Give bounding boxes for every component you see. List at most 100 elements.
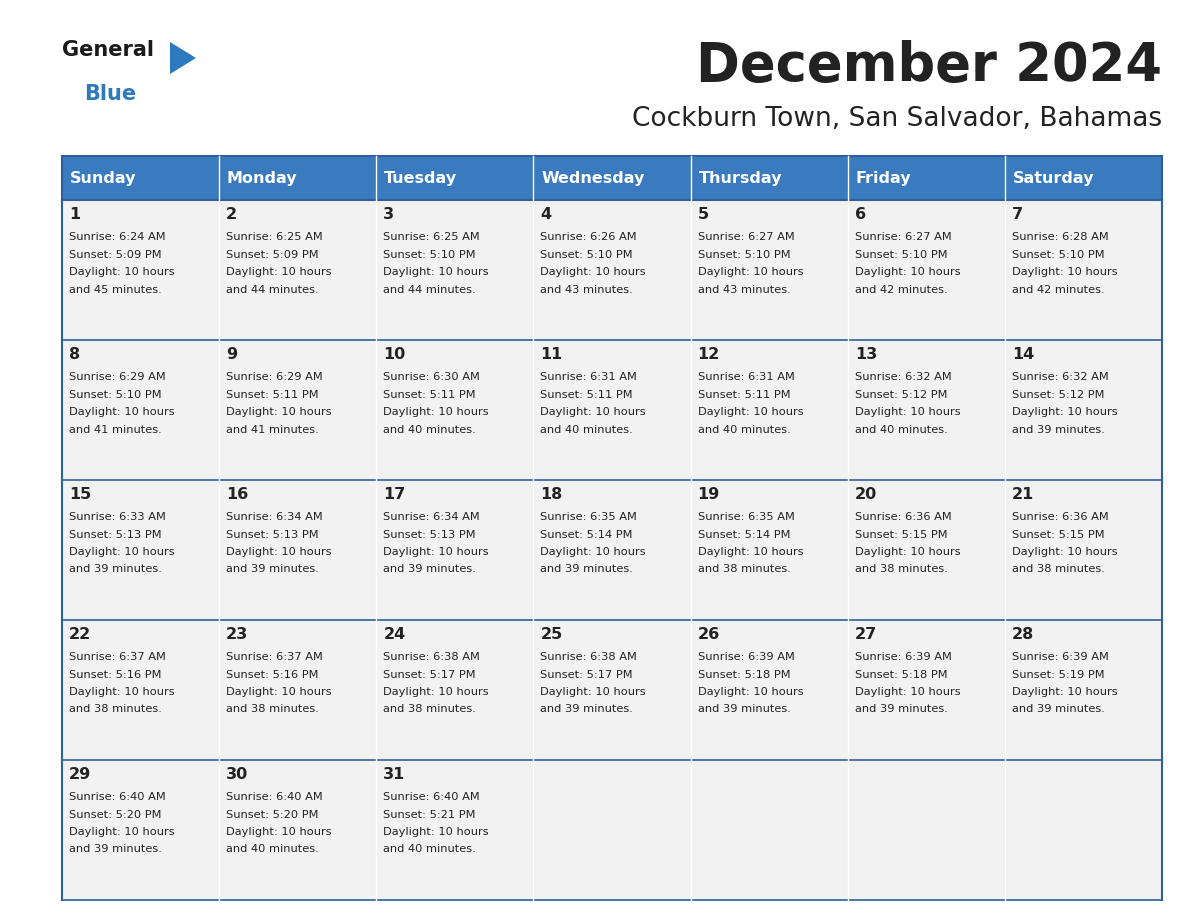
Text: Daylight: 10 hours: Daylight: 10 hours bbox=[1012, 547, 1118, 557]
Bar bbox=[62, 156, 219, 200]
Text: Wednesday: Wednesday bbox=[542, 171, 645, 185]
Text: Sunset: 5:14 PM: Sunset: 5:14 PM bbox=[697, 530, 790, 540]
Text: Sunset: 5:10 PM: Sunset: 5:10 PM bbox=[697, 250, 790, 260]
Text: and 41 minutes.: and 41 minutes. bbox=[226, 424, 318, 434]
Text: 29: 29 bbox=[69, 767, 91, 782]
Text: Saturday: Saturday bbox=[1012, 171, 1094, 185]
Text: Blue: Blue bbox=[84, 84, 137, 104]
Text: Sunrise: 6:35 AM: Sunrise: 6:35 AM bbox=[541, 512, 638, 522]
Text: and 39 minutes.: and 39 minutes. bbox=[541, 704, 633, 714]
Text: 16: 16 bbox=[226, 487, 248, 502]
Text: Daylight: 10 hours: Daylight: 10 hours bbox=[697, 687, 803, 697]
Text: Sunset: 5:12 PM: Sunset: 5:12 PM bbox=[855, 389, 947, 399]
Text: Sunset: 5:11 PM: Sunset: 5:11 PM bbox=[697, 389, 790, 399]
Text: Sunset: 5:12 PM: Sunset: 5:12 PM bbox=[1012, 389, 1105, 399]
Text: and 44 minutes.: and 44 minutes. bbox=[384, 285, 476, 295]
Text: 4: 4 bbox=[541, 207, 551, 222]
Bar bbox=[1005, 480, 1162, 620]
Text: General: General bbox=[62, 40, 154, 60]
Text: 15: 15 bbox=[69, 487, 91, 502]
Text: 28: 28 bbox=[1012, 627, 1035, 642]
Text: Friday: Friday bbox=[855, 171, 911, 185]
Text: 2: 2 bbox=[226, 207, 238, 222]
Text: Sunday: Sunday bbox=[70, 171, 137, 185]
Text: and 40 minutes.: and 40 minutes. bbox=[855, 424, 948, 434]
Text: 18: 18 bbox=[541, 487, 563, 502]
Text: Sunrise: 6:30 AM: Sunrise: 6:30 AM bbox=[384, 372, 480, 382]
Text: Sunset: 5:13 PM: Sunset: 5:13 PM bbox=[384, 530, 476, 540]
Text: Sunrise: 6:38 AM: Sunrise: 6:38 AM bbox=[384, 652, 480, 662]
Text: Daylight: 10 hours: Daylight: 10 hours bbox=[69, 267, 175, 277]
Text: 30: 30 bbox=[226, 767, 248, 782]
Text: Sunrise: 6:39 AM: Sunrise: 6:39 AM bbox=[855, 652, 952, 662]
Text: Daylight: 10 hours: Daylight: 10 hours bbox=[1012, 407, 1118, 417]
Text: Sunrise: 6:34 AM: Sunrise: 6:34 AM bbox=[384, 512, 480, 522]
Text: Daylight: 10 hours: Daylight: 10 hours bbox=[1012, 267, 1118, 277]
Bar bbox=[690, 620, 848, 760]
Text: 21: 21 bbox=[1012, 487, 1035, 502]
Bar bbox=[377, 156, 533, 200]
Text: 19: 19 bbox=[697, 487, 720, 502]
Text: Daylight: 10 hours: Daylight: 10 hours bbox=[226, 827, 331, 837]
Text: Sunrise: 6:25 AM: Sunrise: 6:25 AM bbox=[226, 232, 323, 242]
Text: and 39 minutes.: and 39 minutes. bbox=[226, 565, 320, 575]
Bar bbox=[848, 200, 1005, 340]
Text: Sunset: 5:10 PM: Sunset: 5:10 PM bbox=[384, 250, 476, 260]
Text: Sunrise: 6:38 AM: Sunrise: 6:38 AM bbox=[541, 652, 638, 662]
Bar bbox=[690, 156, 848, 200]
Text: Sunset: 5:18 PM: Sunset: 5:18 PM bbox=[855, 669, 947, 679]
Text: Sunset: 5:21 PM: Sunset: 5:21 PM bbox=[384, 810, 476, 820]
Text: and 43 minutes.: and 43 minutes. bbox=[697, 285, 790, 295]
Bar bbox=[848, 156, 1005, 200]
Text: Sunrise: 6:39 AM: Sunrise: 6:39 AM bbox=[1012, 652, 1108, 662]
Text: Daylight: 10 hours: Daylight: 10 hours bbox=[541, 547, 646, 557]
Text: and 38 minutes.: and 38 minutes. bbox=[226, 704, 320, 714]
Text: Sunrise: 6:37 AM: Sunrise: 6:37 AM bbox=[69, 652, 166, 662]
Text: Monday: Monday bbox=[227, 171, 298, 185]
Bar bbox=[62, 760, 219, 900]
Text: Sunrise: 6:28 AM: Sunrise: 6:28 AM bbox=[1012, 232, 1108, 242]
Text: Sunset: 5:15 PM: Sunset: 5:15 PM bbox=[1012, 530, 1105, 540]
Bar bbox=[62, 620, 219, 760]
Text: 11: 11 bbox=[541, 347, 563, 362]
Text: Sunset: 5:09 PM: Sunset: 5:09 PM bbox=[69, 250, 162, 260]
Bar bbox=[62, 200, 219, 340]
Text: Daylight: 10 hours: Daylight: 10 hours bbox=[697, 407, 803, 417]
Text: Sunset: 5:10 PM: Sunset: 5:10 PM bbox=[69, 389, 162, 399]
Text: Sunrise: 6:37 AM: Sunrise: 6:37 AM bbox=[226, 652, 323, 662]
Text: Sunrise: 6:34 AM: Sunrise: 6:34 AM bbox=[226, 512, 323, 522]
Text: 25: 25 bbox=[541, 627, 563, 642]
Text: Sunrise: 6:27 AM: Sunrise: 6:27 AM bbox=[697, 232, 795, 242]
Text: Sunset: 5:16 PM: Sunset: 5:16 PM bbox=[226, 669, 318, 679]
Text: 24: 24 bbox=[384, 627, 405, 642]
Text: Sunset: 5:13 PM: Sunset: 5:13 PM bbox=[226, 530, 318, 540]
Text: and 42 minutes.: and 42 minutes. bbox=[1012, 285, 1105, 295]
Text: Sunrise: 6:27 AM: Sunrise: 6:27 AM bbox=[855, 232, 952, 242]
Text: Sunrise: 6:31 AM: Sunrise: 6:31 AM bbox=[541, 372, 638, 382]
Text: 13: 13 bbox=[855, 347, 877, 362]
Text: Daylight: 10 hours: Daylight: 10 hours bbox=[69, 547, 175, 557]
Bar bbox=[690, 340, 848, 480]
Text: Daylight: 10 hours: Daylight: 10 hours bbox=[1012, 687, 1118, 697]
Text: Sunrise: 6:36 AM: Sunrise: 6:36 AM bbox=[855, 512, 952, 522]
Text: Sunrise: 6:25 AM: Sunrise: 6:25 AM bbox=[384, 232, 480, 242]
Text: 17: 17 bbox=[384, 487, 405, 502]
Bar bbox=[377, 760, 533, 900]
Bar bbox=[848, 760, 1005, 900]
Text: 10: 10 bbox=[384, 347, 405, 362]
Text: Sunrise: 6:35 AM: Sunrise: 6:35 AM bbox=[697, 512, 795, 522]
Text: and 38 minutes.: and 38 minutes. bbox=[1012, 565, 1105, 575]
Text: December 2024: December 2024 bbox=[696, 40, 1162, 92]
Bar bbox=[1005, 620, 1162, 760]
Text: Sunrise: 6:29 AM: Sunrise: 6:29 AM bbox=[69, 372, 166, 382]
Text: and 41 minutes.: and 41 minutes. bbox=[69, 424, 162, 434]
Text: Daylight: 10 hours: Daylight: 10 hours bbox=[226, 407, 331, 417]
Bar bbox=[533, 200, 690, 340]
Text: Sunrise: 6:32 AM: Sunrise: 6:32 AM bbox=[1012, 372, 1108, 382]
Text: Daylight: 10 hours: Daylight: 10 hours bbox=[384, 827, 489, 837]
Text: Sunrise: 6:39 AM: Sunrise: 6:39 AM bbox=[697, 652, 795, 662]
Bar bbox=[219, 340, 377, 480]
Text: 7: 7 bbox=[1012, 207, 1023, 222]
Text: and 39 minutes.: and 39 minutes. bbox=[69, 845, 162, 855]
Bar bbox=[1005, 156, 1162, 200]
